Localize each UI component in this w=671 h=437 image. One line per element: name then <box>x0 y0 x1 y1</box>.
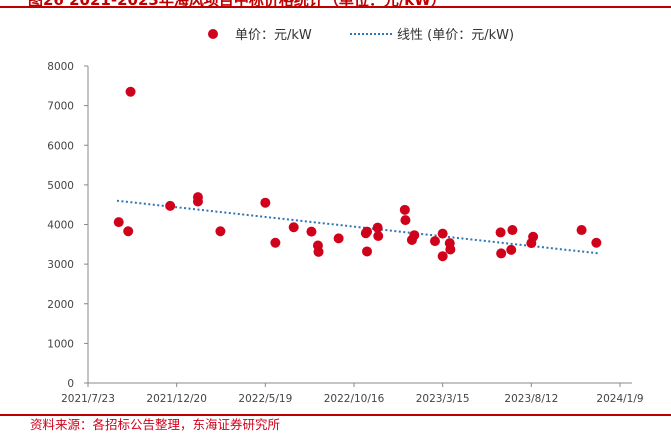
data-point <box>215 226 226 237</box>
data-point <box>362 226 373 237</box>
x-tick-label: 2021/7/23 <box>61 393 115 405</box>
data-point <box>437 251 448 262</box>
data-point <box>362 246 373 257</box>
data-point <box>445 244 456 255</box>
data-point <box>192 196 203 207</box>
data-point <box>113 217 124 228</box>
y-tick-label: 2000 <box>47 299 74 311</box>
legend-label-price: 单价：元/kW <box>235 28 312 43</box>
legend-label-trendline: 线性 (单价：元/kW) <box>397 28 514 43</box>
data-point <box>495 227 506 238</box>
y-axis: 0 1000 2000 3000 4000 5000 6000 7000 8000 <box>47 61 89 390</box>
data-point <box>399 204 410 215</box>
data-point <box>165 200 176 211</box>
data-point <box>437 228 448 239</box>
data-point <box>400 215 411 226</box>
data-point <box>260 197 271 208</box>
data-point <box>125 86 136 97</box>
source-rule <box>0 414 671 416</box>
y-tick-label: 6000 <box>47 140 74 152</box>
data-point <box>429 236 440 247</box>
data-point <box>270 237 281 248</box>
source-note: 资料来源：各招标公告整理，东海证券研究所 <box>30 417 281 432</box>
y-tick-label: 3000 <box>47 259 74 271</box>
data-point <box>333 233 344 244</box>
y-tick-label: 8000 <box>47 61 74 73</box>
legend-marker-icon <box>208 29 218 39</box>
data-point <box>372 222 383 233</box>
data-point <box>591 237 602 248</box>
y-tick-label: 1000 <box>47 338 74 350</box>
data-points-layer <box>113 86 602 262</box>
data-point <box>123 226 134 237</box>
data-point <box>507 225 518 236</box>
chart-title: 图26 2021-2023年海风项目中标价格统计（单位：元/kW） <box>28 0 446 9</box>
y-tick-label: 5000 <box>47 180 74 192</box>
y-tick-label: 7000 <box>47 101 74 113</box>
data-point <box>306 226 317 237</box>
data-point <box>409 230 420 241</box>
data-point <box>373 230 384 241</box>
data-point <box>506 244 517 255</box>
data-point <box>528 231 539 242</box>
x-axis: 2021/7/23 2021/12/20 2022/5/19 2022/10/16 20… <box>61 382 644 405</box>
title-rule <box>0 6 671 8</box>
x-tick-label: 2023/8/12 <box>504 393 558 405</box>
data-point <box>576 225 587 236</box>
y-tick-label: 0 <box>67 378 74 390</box>
x-tick-label: 2022/5/19 <box>238 393 292 405</box>
x-tick-label: 2022/10/16 <box>324 393 385 405</box>
x-tick-label: 2023/3/15 <box>416 393 470 405</box>
x-tick-label: 2024/1/9 <box>596 393 643 405</box>
legend: 单价：元/kW 线性 (单价：元/kW) <box>208 28 514 43</box>
data-point <box>496 248 507 259</box>
data-point <box>313 246 324 257</box>
x-tick-label: 2021/12/20 <box>146 393 207 405</box>
y-tick-label: 4000 <box>47 220 74 232</box>
data-point <box>288 222 299 233</box>
